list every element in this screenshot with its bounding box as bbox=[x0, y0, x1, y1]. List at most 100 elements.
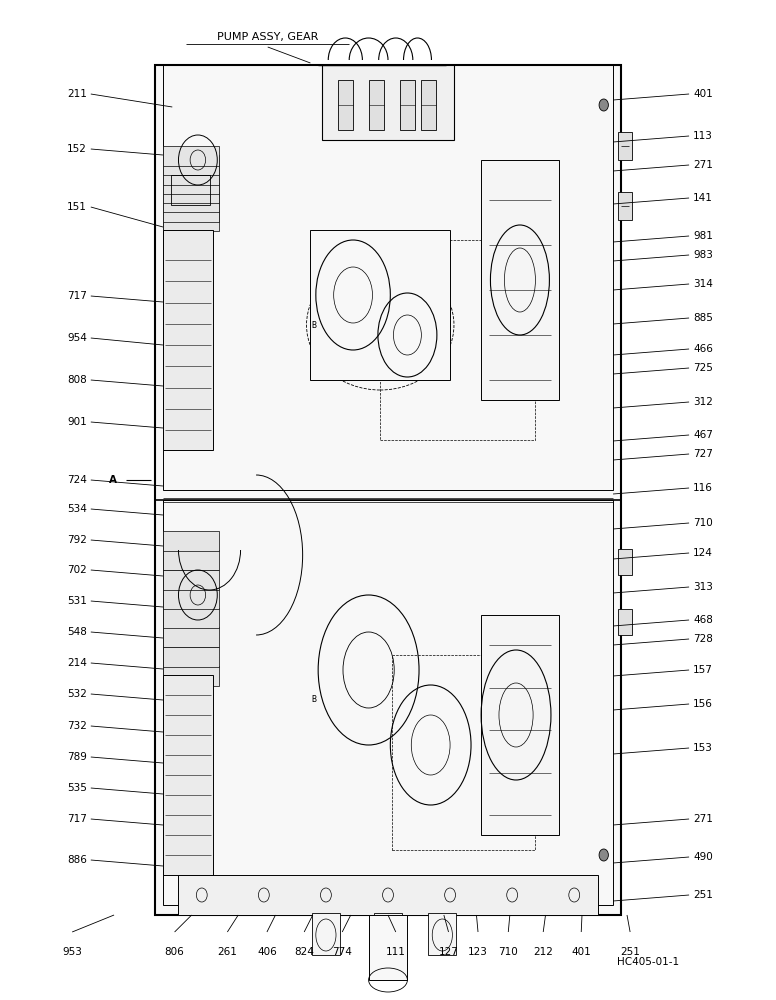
Bar bbox=[163, 165, 219, 185]
Bar bbox=[163, 647, 219, 667]
Text: 710: 710 bbox=[498, 947, 518, 957]
Text: 531: 531 bbox=[67, 596, 87, 606]
Text: 313: 313 bbox=[693, 582, 713, 592]
Text: 211: 211 bbox=[67, 89, 87, 99]
Text: 153: 153 bbox=[693, 743, 713, 753]
Text: 113: 113 bbox=[693, 131, 713, 141]
Text: 717: 717 bbox=[67, 814, 87, 824]
Text: 954: 954 bbox=[67, 333, 87, 343]
Text: 724: 724 bbox=[67, 475, 87, 485]
Text: 271: 271 bbox=[693, 814, 713, 824]
Bar bbox=[178, 875, 598, 915]
Bar bbox=[310, 230, 450, 380]
Text: 157: 157 bbox=[693, 665, 713, 675]
Text: 156: 156 bbox=[693, 699, 713, 709]
Bar bbox=[392, 655, 535, 850]
Text: 251: 251 bbox=[693, 890, 713, 900]
Text: 124: 124 bbox=[693, 548, 713, 558]
Bar bbox=[618, 192, 632, 220]
Bar bbox=[163, 589, 219, 609]
Bar bbox=[428, 913, 456, 955]
Text: 141: 141 bbox=[693, 193, 713, 203]
Text: A: A bbox=[109, 475, 116, 485]
Text: 725: 725 bbox=[693, 363, 713, 373]
Bar bbox=[163, 675, 213, 875]
Bar bbox=[163, 500, 613, 905]
Bar bbox=[163, 155, 219, 175]
Text: 901: 901 bbox=[68, 417, 87, 427]
Bar bbox=[163, 570, 219, 590]
Bar bbox=[163, 550, 219, 570]
Bar bbox=[421, 80, 436, 130]
Bar bbox=[618, 549, 632, 575]
Text: 774: 774 bbox=[332, 947, 352, 957]
Bar bbox=[618, 132, 632, 160]
Text: 532: 532 bbox=[67, 689, 87, 699]
Bar bbox=[481, 160, 559, 400]
Text: B: B bbox=[312, 696, 317, 704]
Text: 212: 212 bbox=[533, 947, 553, 957]
Ellipse shape bbox=[599, 99, 608, 111]
Text: 885: 885 bbox=[693, 313, 713, 323]
Text: 401: 401 bbox=[693, 89, 712, 99]
Text: 271: 271 bbox=[693, 160, 713, 170]
Text: 151: 151 bbox=[67, 202, 87, 212]
Bar bbox=[163, 230, 213, 450]
Bar bbox=[163, 146, 219, 166]
Text: 983: 983 bbox=[693, 250, 713, 260]
Bar bbox=[163, 183, 219, 203]
Bar bbox=[400, 80, 415, 130]
Text: 535: 535 bbox=[67, 783, 87, 793]
Text: 111: 111 bbox=[386, 947, 406, 957]
Text: 401: 401 bbox=[571, 947, 591, 957]
Text: 732: 732 bbox=[67, 721, 87, 731]
Bar bbox=[481, 615, 559, 835]
Text: 251: 251 bbox=[620, 947, 640, 957]
Text: HC405-01-1: HC405-01-1 bbox=[617, 957, 679, 967]
Text: PUMP ASSY, GEAR: PUMP ASSY, GEAR bbox=[217, 32, 318, 42]
Bar bbox=[163, 531, 219, 551]
Bar bbox=[163, 192, 219, 212]
Text: 886: 886 bbox=[67, 855, 87, 865]
Text: 116: 116 bbox=[693, 483, 713, 493]
Text: 789: 789 bbox=[67, 752, 87, 762]
Text: 490: 490 bbox=[693, 852, 712, 862]
Text: 468: 468 bbox=[693, 615, 713, 625]
Bar bbox=[163, 608, 219, 628]
Bar bbox=[171, 175, 210, 205]
Text: 710: 710 bbox=[693, 518, 712, 528]
Bar bbox=[163, 174, 219, 194]
Text: 792: 792 bbox=[67, 535, 87, 545]
Bar bbox=[369, 915, 407, 980]
Text: 261: 261 bbox=[217, 947, 237, 957]
Text: 727: 727 bbox=[693, 449, 713, 459]
Text: 127: 127 bbox=[438, 947, 459, 957]
Bar bbox=[380, 240, 535, 440]
Text: 314: 314 bbox=[693, 279, 713, 289]
Text: 534: 534 bbox=[67, 504, 87, 514]
Bar bbox=[163, 627, 219, 647]
Text: 467: 467 bbox=[693, 430, 713, 440]
Bar bbox=[163, 211, 219, 231]
Text: 466: 466 bbox=[693, 344, 713, 354]
Text: 548: 548 bbox=[67, 627, 87, 637]
Bar bbox=[618, 609, 632, 635]
Bar bbox=[163, 202, 219, 222]
Text: 152: 152 bbox=[67, 144, 87, 154]
Text: 312: 312 bbox=[693, 397, 713, 407]
Bar bbox=[163, 65, 613, 490]
Text: 981: 981 bbox=[693, 231, 713, 241]
Text: 406: 406 bbox=[257, 947, 277, 957]
Text: 702: 702 bbox=[68, 565, 87, 575]
Text: 824: 824 bbox=[294, 947, 314, 957]
Bar bbox=[322, 65, 454, 140]
Text: 728: 728 bbox=[693, 634, 713, 644]
Text: 808: 808 bbox=[68, 375, 87, 385]
Text: 717: 717 bbox=[67, 291, 87, 301]
Text: 953: 953 bbox=[62, 947, 82, 957]
Bar bbox=[163, 666, 219, 686]
Bar bbox=[312, 913, 340, 955]
Text: 806: 806 bbox=[165, 947, 185, 957]
Text: 123: 123 bbox=[468, 947, 488, 957]
Text: B: B bbox=[312, 320, 317, 330]
